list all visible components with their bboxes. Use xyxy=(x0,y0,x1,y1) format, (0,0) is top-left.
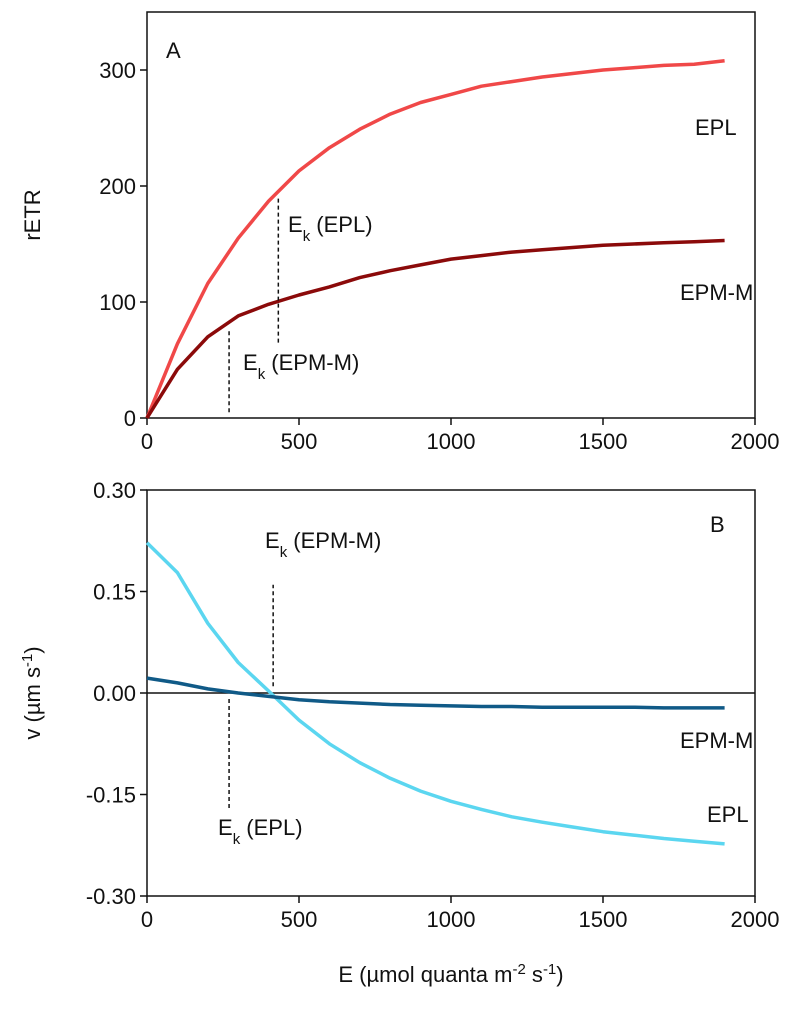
subscript-part: E xyxy=(288,212,303,237)
y-tick-label: 0.00 xyxy=(93,681,136,706)
x-tick-label: 2000 xyxy=(731,429,780,454)
series-label: EPL xyxy=(707,802,749,827)
y-tick-label: 300 xyxy=(99,58,136,83)
series-label: EPM-M xyxy=(680,280,753,305)
subscript-part: k xyxy=(303,228,311,245)
plot-frame xyxy=(146,11,756,419)
x-tick-label: 500 xyxy=(281,429,318,454)
data-line xyxy=(145,58,725,419)
panel-label: B xyxy=(710,512,725,537)
y-axis-label: rETR xyxy=(20,189,45,240)
x-tick-label: 0 xyxy=(141,429,153,454)
subscript-part: (EPM-M) xyxy=(287,528,381,553)
label-part: -2 xyxy=(512,961,525,978)
label-part: ) xyxy=(20,646,45,653)
label-part: ) xyxy=(556,962,563,987)
x-tick-label: 1500 xyxy=(579,429,628,454)
panel-label: A xyxy=(166,38,181,63)
x-tick-label: 500 xyxy=(281,907,318,932)
label-part: v (µm s xyxy=(20,667,45,740)
label-part: -1 xyxy=(19,654,36,667)
label-part: s xyxy=(526,962,543,987)
subscript-part: k xyxy=(280,544,288,561)
ek-label: Ek (EPM-M) xyxy=(265,528,381,561)
subscript-part: k xyxy=(258,366,266,383)
subscript-part: (EPL) xyxy=(240,815,302,840)
y-tick-label: -0.30 xyxy=(86,884,136,909)
ek-label: Ek (EPM-M) xyxy=(243,350,359,383)
subscript-part: E xyxy=(243,350,258,375)
y-tick-label: 0 xyxy=(124,406,136,431)
label-part: -1 xyxy=(543,961,556,978)
y-tick-label: 0.30 xyxy=(93,478,136,503)
series-label: EPM-M xyxy=(680,728,753,753)
y-tick-label: 100 xyxy=(99,290,136,315)
x-tick-label: 0 xyxy=(141,907,153,932)
x-axis-label: E (µmol quanta m-2 s-1) xyxy=(338,961,563,988)
ek-label: Ek (EPL) xyxy=(218,815,303,848)
x-tick-label: 1000 xyxy=(427,907,476,932)
x-tick-label: 1500 xyxy=(579,907,628,932)
ek-label: Ek (EPL) xyxy=(288,212,373,245)
data-line xyxy=(145,238,725,419)
data-line xyxy=(145,541,725,846)
y-tick-label: -0.15 xyxy=(86,783,136,808)
y-tick-label: 0.15 xyxy=(93,580,136,605)
subscript-part: E xyxy=(265,528,280,553)
y-axis-label: v (µm s-1) xyxy=(19,646,46,739)
subscript-part: k xyxy=(233,831,241,848)
subscript-part: E xyxy=(218,815,233,840)
x-tick-label: 2000 xyxy=(731,907,780,932)
subscript-part: (EPM-M) xyxy=(265,350,359,375)
subscript-part: (EPL) xyxy=(310,212,372,237)
label-part: E (µmol quanta m xyxy=(338,962,512,987)
y-tick-label: 200 xyxy=(99,174,136,199)
data-line xyxy=(146,676,725,710)
x-tick-label: 1000 xyxy=(427,429,476,454)
series-label: EPL xyxy=(695,115,737,140)
